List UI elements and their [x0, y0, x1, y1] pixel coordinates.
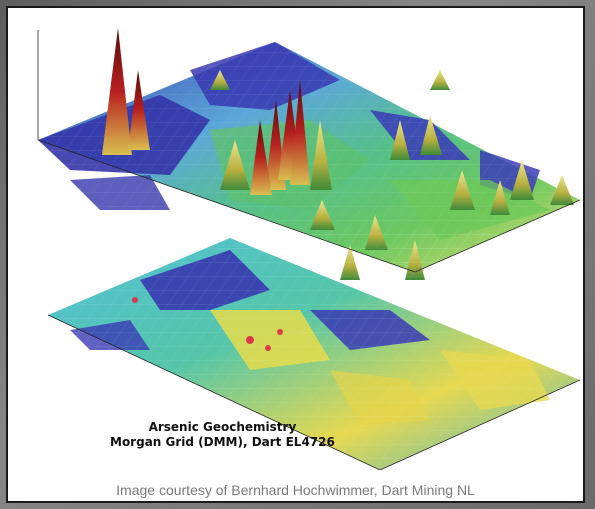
- map-title: Arsenic Geochemistry Morgan Grid (DMM), …: [110, 420, 335, 450]
- image-caption: Image courtesy of Bernhard Hochwimmer, D…: [116, 482, 475, 498]
- lower-flat-map: [10, 230, 581, 470]
- peak-major: [102, 28, 132, 155]
- map-title-line2: Morgan Grid (DMM), Dart EL4726: [110, 435, 335, 449]
- image-panel: Arsenic Geochemistry Morgan Grid (DMM), …: [6, 6, 585, 503]
- map-title-line1: Arsenic Geochemistry: [148, 420, 297, 434]
- arsenic-3d-surface-figure: Arsenic Geochemistry Morgan Grid (DMM), …: [10, 10, 581, 470]
- surface-plot-svg: [10, 10, 581, 470]
